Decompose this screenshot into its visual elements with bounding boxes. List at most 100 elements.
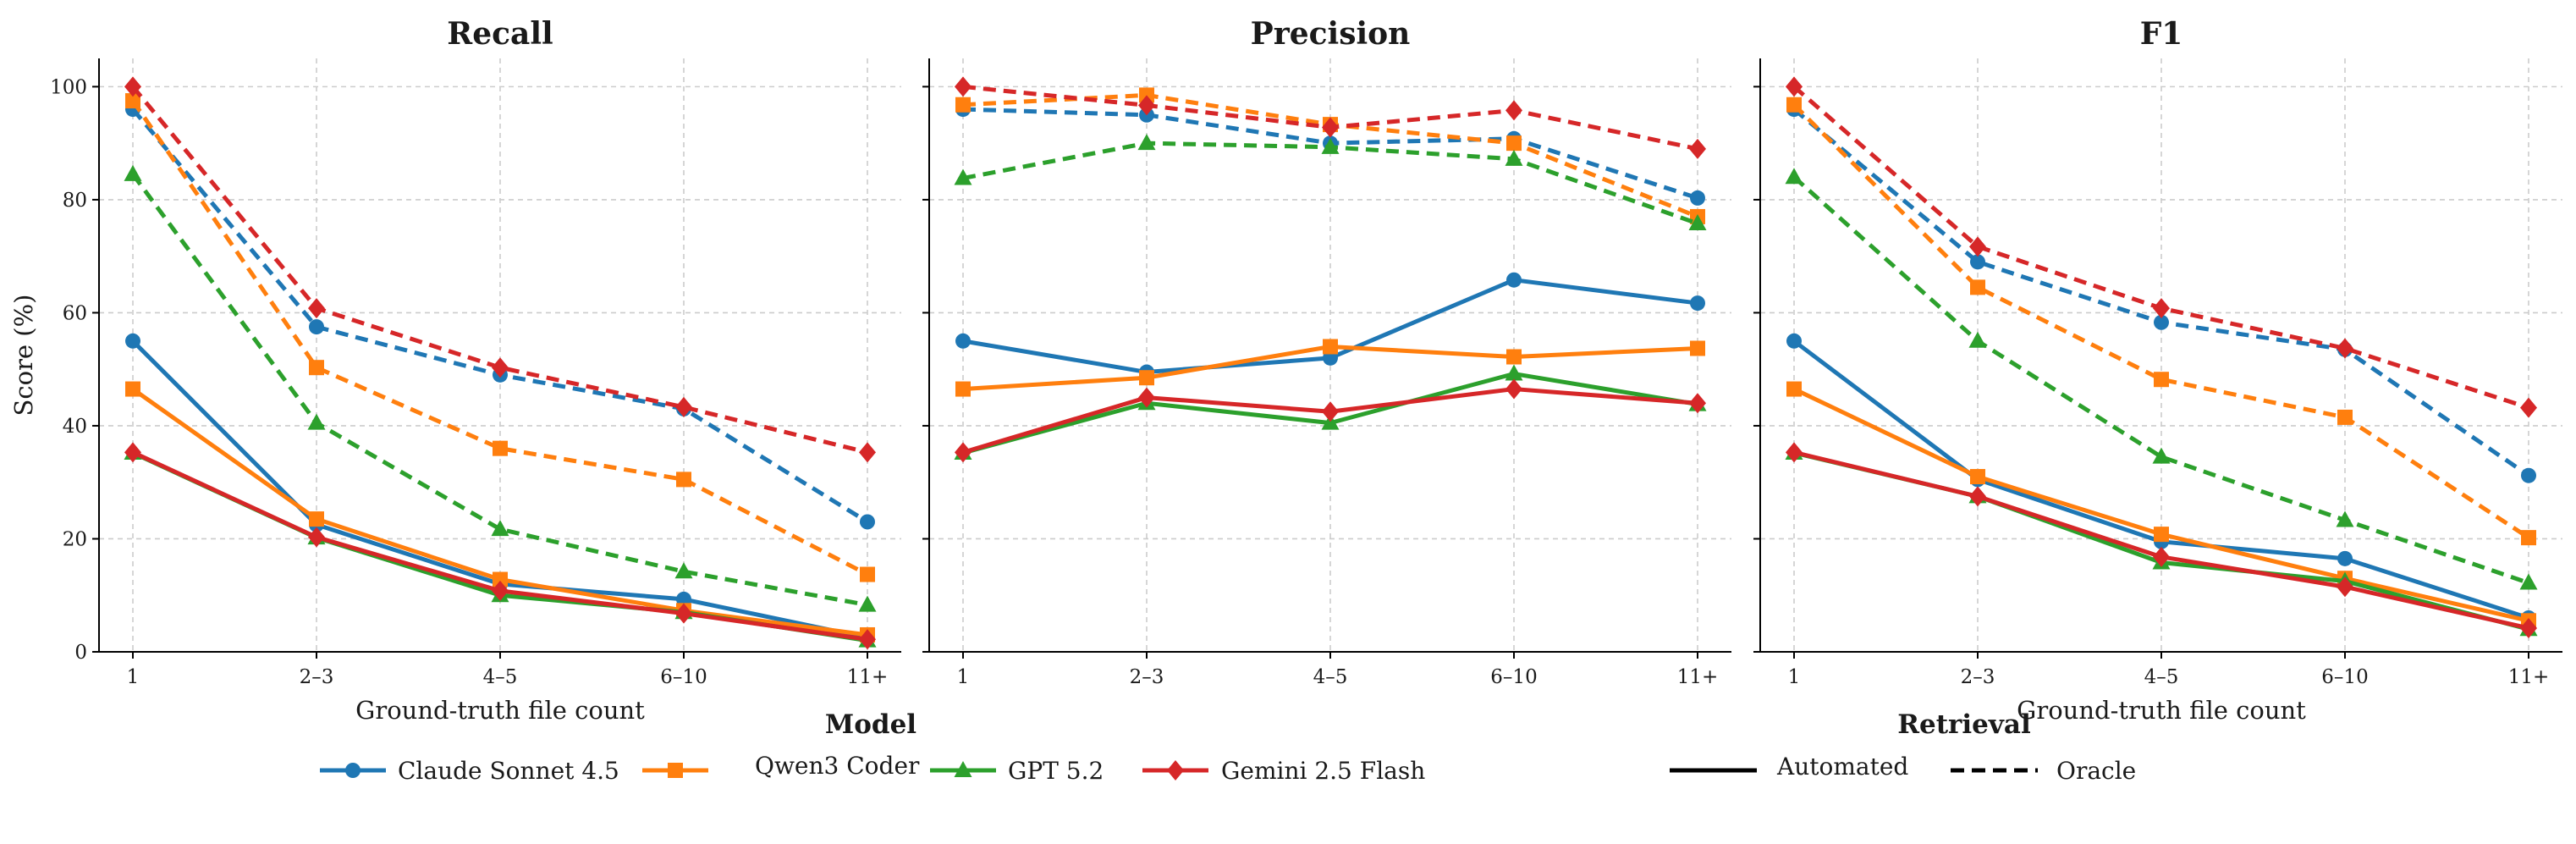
data-point bbox=[2519, 573, 2538, 590]
legend-title-retrieval: Retrieval bbox=[1897, 709, 2031, 740]
panel-f1: 1 2–3 4–5 6–10 11+ F1 Ground-truth file count bbox=[1753, 16, 2562, 725]
series-qwen3-coder-automated bbox=[955, 339, 1705, 397]
data-point bbox=[125, 93, 140, 109]
data-point bbox=[493, 440, 508, 456]
series-line bbox=[1792, 102, 2530, 540]
data-point bbox=[859, 629, 876, 650]
x-tick-label: 1 bbox=[127, 666, 140, 688]
data-point bbox=[1690, 295, 1705, 312]
data-point bbox=[1786, 97, 1802, 113]
data-point bbox=[860, 566, 875, 582]
y-tick-label: 20 bbox=[63, 528, 87, 550]
series-qwen3-coder-oracle bbox=[1786, 97, 2536, 546]
data-point bbox=[955, 333, 971, 349]
data-point bbox=[1688, 213, 1707, 230]
data-point bbox=[675, 396, 692, 417]
data-point bbox=[1139, 370, 1154, 386]
data-point bbox=[1786, 76, 1803, 97]
data-point bbox=[955, 76, 972, 97]
x-tick-label: 6–10 bbox=[2321, 666, 2368, 688]
data-point bbox=[1786, 333, 1802, 349]
series-gemini-2-5-flash-automated bbox=[124, 442, 876, 650]
data-point bbox=[1138, 387, 1155, 408]
series-gpt-5-2-oracle bbox=[954, 134, 1707, 230]
legend-swatch-marker bbox=[345, 763, 361, 778]
panel-title: Precision bbox=[1251, 16, 1411, 52]
legend: Model Retrieval Claude Sonnet 4.5 Qwen3 Cod… bbox=[320, 709, 2136, 785]
data-point bbox=[2520, 397, 2537, 418]
x-tick-label: 4–5 bbox=[1313, 666, 1348, 688]
series-qwen3-coder-oracle bbox=[125, 93, 875, 582]
legend-item-automated: Automated bbox=[1670, 753, 1908, 781]
legend-swatch-marker bbox=[668, 763, 683, 778]
series-line bbox=[130, 99, 869, 576]
data-point bbox=[124, 164, 142, 181]
legend-label: Automated bbox=[1776, 753, 1908, 781]
data-point bbox=[1137, 134, 1156, 151]
data-point bbox=[309, 511, 324, 527]
data-point bbox=[125, 381, 140, 397]
data-point bbox=[492, 357, 509, 378]
data-point bbox=[2336, 510, 2354, 527]
legend-swatch-marker bbox=[954, 761, 972, 777]
data-point bbox=[1970, 254, 1985, 270]
data-point bbox=[955, 442, 972, 463]
panels: 0 20 40 60 80 100 1 2–3 4–5 6–10 11+ Recall Ground-t… bbox=[9, 16, 2562, 725]
data-point bbox=[1689, 393, 1706, 414]
y-tick-label: 40 bbox=[63, 416, 87, 438]
data-point bbox=[2520, 617, 2537, 638]
x-tick-label: 11+ bbox=[1677, 666, 1719, 688]
data-point bbox=[2152, 447, 2171, 464]
data-point bbox=[1322, 401, 1339, 422]
legend-label: GPT 5.2 bbox=[1008, 757, 1104, 785]
x-tick-label: 4–5 bbox=[2144, 666, 2179, 688]
data-point bbox=[2154, 372, 2169, 388]
x-tick-label: 1 bbox=[957, 666, 970, 688]
data-point bbox=[860, 514, 875, 530]
data-point bbox=[1506, 272, 1522, 288]
y-axis-label: Score (%) bbox=[9, 295, 38, 416]
data-point bbox=[2521, 530, 2536, 546]
legend-label: Claude Sonnet 4.5 bbox=[398, 757, 619, 785]
data-point bbox=[1321, 137, 1340, 154]
data-point bbox=[1786, 442, 1803, 463]
panel-precision: 1 2–3 4–5 6–10 11+ Precision bbox=[922, 16, 1731, 688]
series-gpt-5-2-oracle bbox=[124, 164, 877, 612]
data-point bbox=[493, 571, 508, 587]
data-point bbox=[1323, 339, 1338, 355]
data-point bbox=[1322, 117, 1339, 138]
data-point bbox=[491, 520, 509, 537]
x-axis-label: Ground-truth file count bbox=[2017, 696, 2306, 725]
series-line bbox=[131, 85, 868, 455]
legend-item-qwen3-coder: Qwen3 Coder bbox=[642, 752, 920, 780]
legend-item-oracle: Oracle bbox=[1951, 757, 2136, 785]
legend-label: Qwen3 Coder bbox=[755, 752, 920, 780]
legend-item-claude-sonnet-4-5: Claude Sonnet 4.5 bbox=[320, 757, 619, 785]
data-point bbox=[2154, 527, 2169, 543]
x-tick-label: 1 bbox=[1788, 666, 1801, 688]
data-point bbox=[125, 333, 140, 349]
legend-label: Gemini 2.5 Flash bbox=[1221, 757, 1425, 785]
data-point bbox=[308, 298, 325, 319]
data-point bbox=[307, 413, 326, 430]
data-point bbox=[2521, 467, 2536, 483]
x-tick-label: 6–10 bbox=[1490, 666, 1537, 688]
x-tick-label: 6–10 bbox=[660, 666, 707, 688]
data-point bbox=[2153, 546, 2170, 567]
y-tick-label: 80 bbox=[63, 190, 87, 212]
data-point bbox=[1139, 87, 1154, 103]
data-point bbox=[1970, 279, 1985, 295]
x-tick-label: 11+ bbox=[2508, 666, 2550, 688]
legend-item-gemini-2-5-flash: Gemini 2.5 Flash bbox=[1142, 757, 1425, 785]
x-tick-label: 11+ bbox=[847, 666, 889, 688]
data-point bbox=[2337, 409, 2353, 425]
series-gemini-2-5-flash-automated bbox=[955, 378, 1706, 463]
data-point bbox=[1138, 95, 1155, 116]
data-point bbox=[1505, 364, 1523, 381]
data-point bbox=[308, 527, 325, 548]
gridlines bbox=[99, 58, 901, 653]
data-point bbox=[1785, 168, 1803, 185]
series-claude-sonnet-4-5-automated bbox=[955, 272, 1705, 380]
x-tick-label: 4–5 bbox=[483, 666, 518, 688]
data-point bbox=[674, 562, 693, 579]
